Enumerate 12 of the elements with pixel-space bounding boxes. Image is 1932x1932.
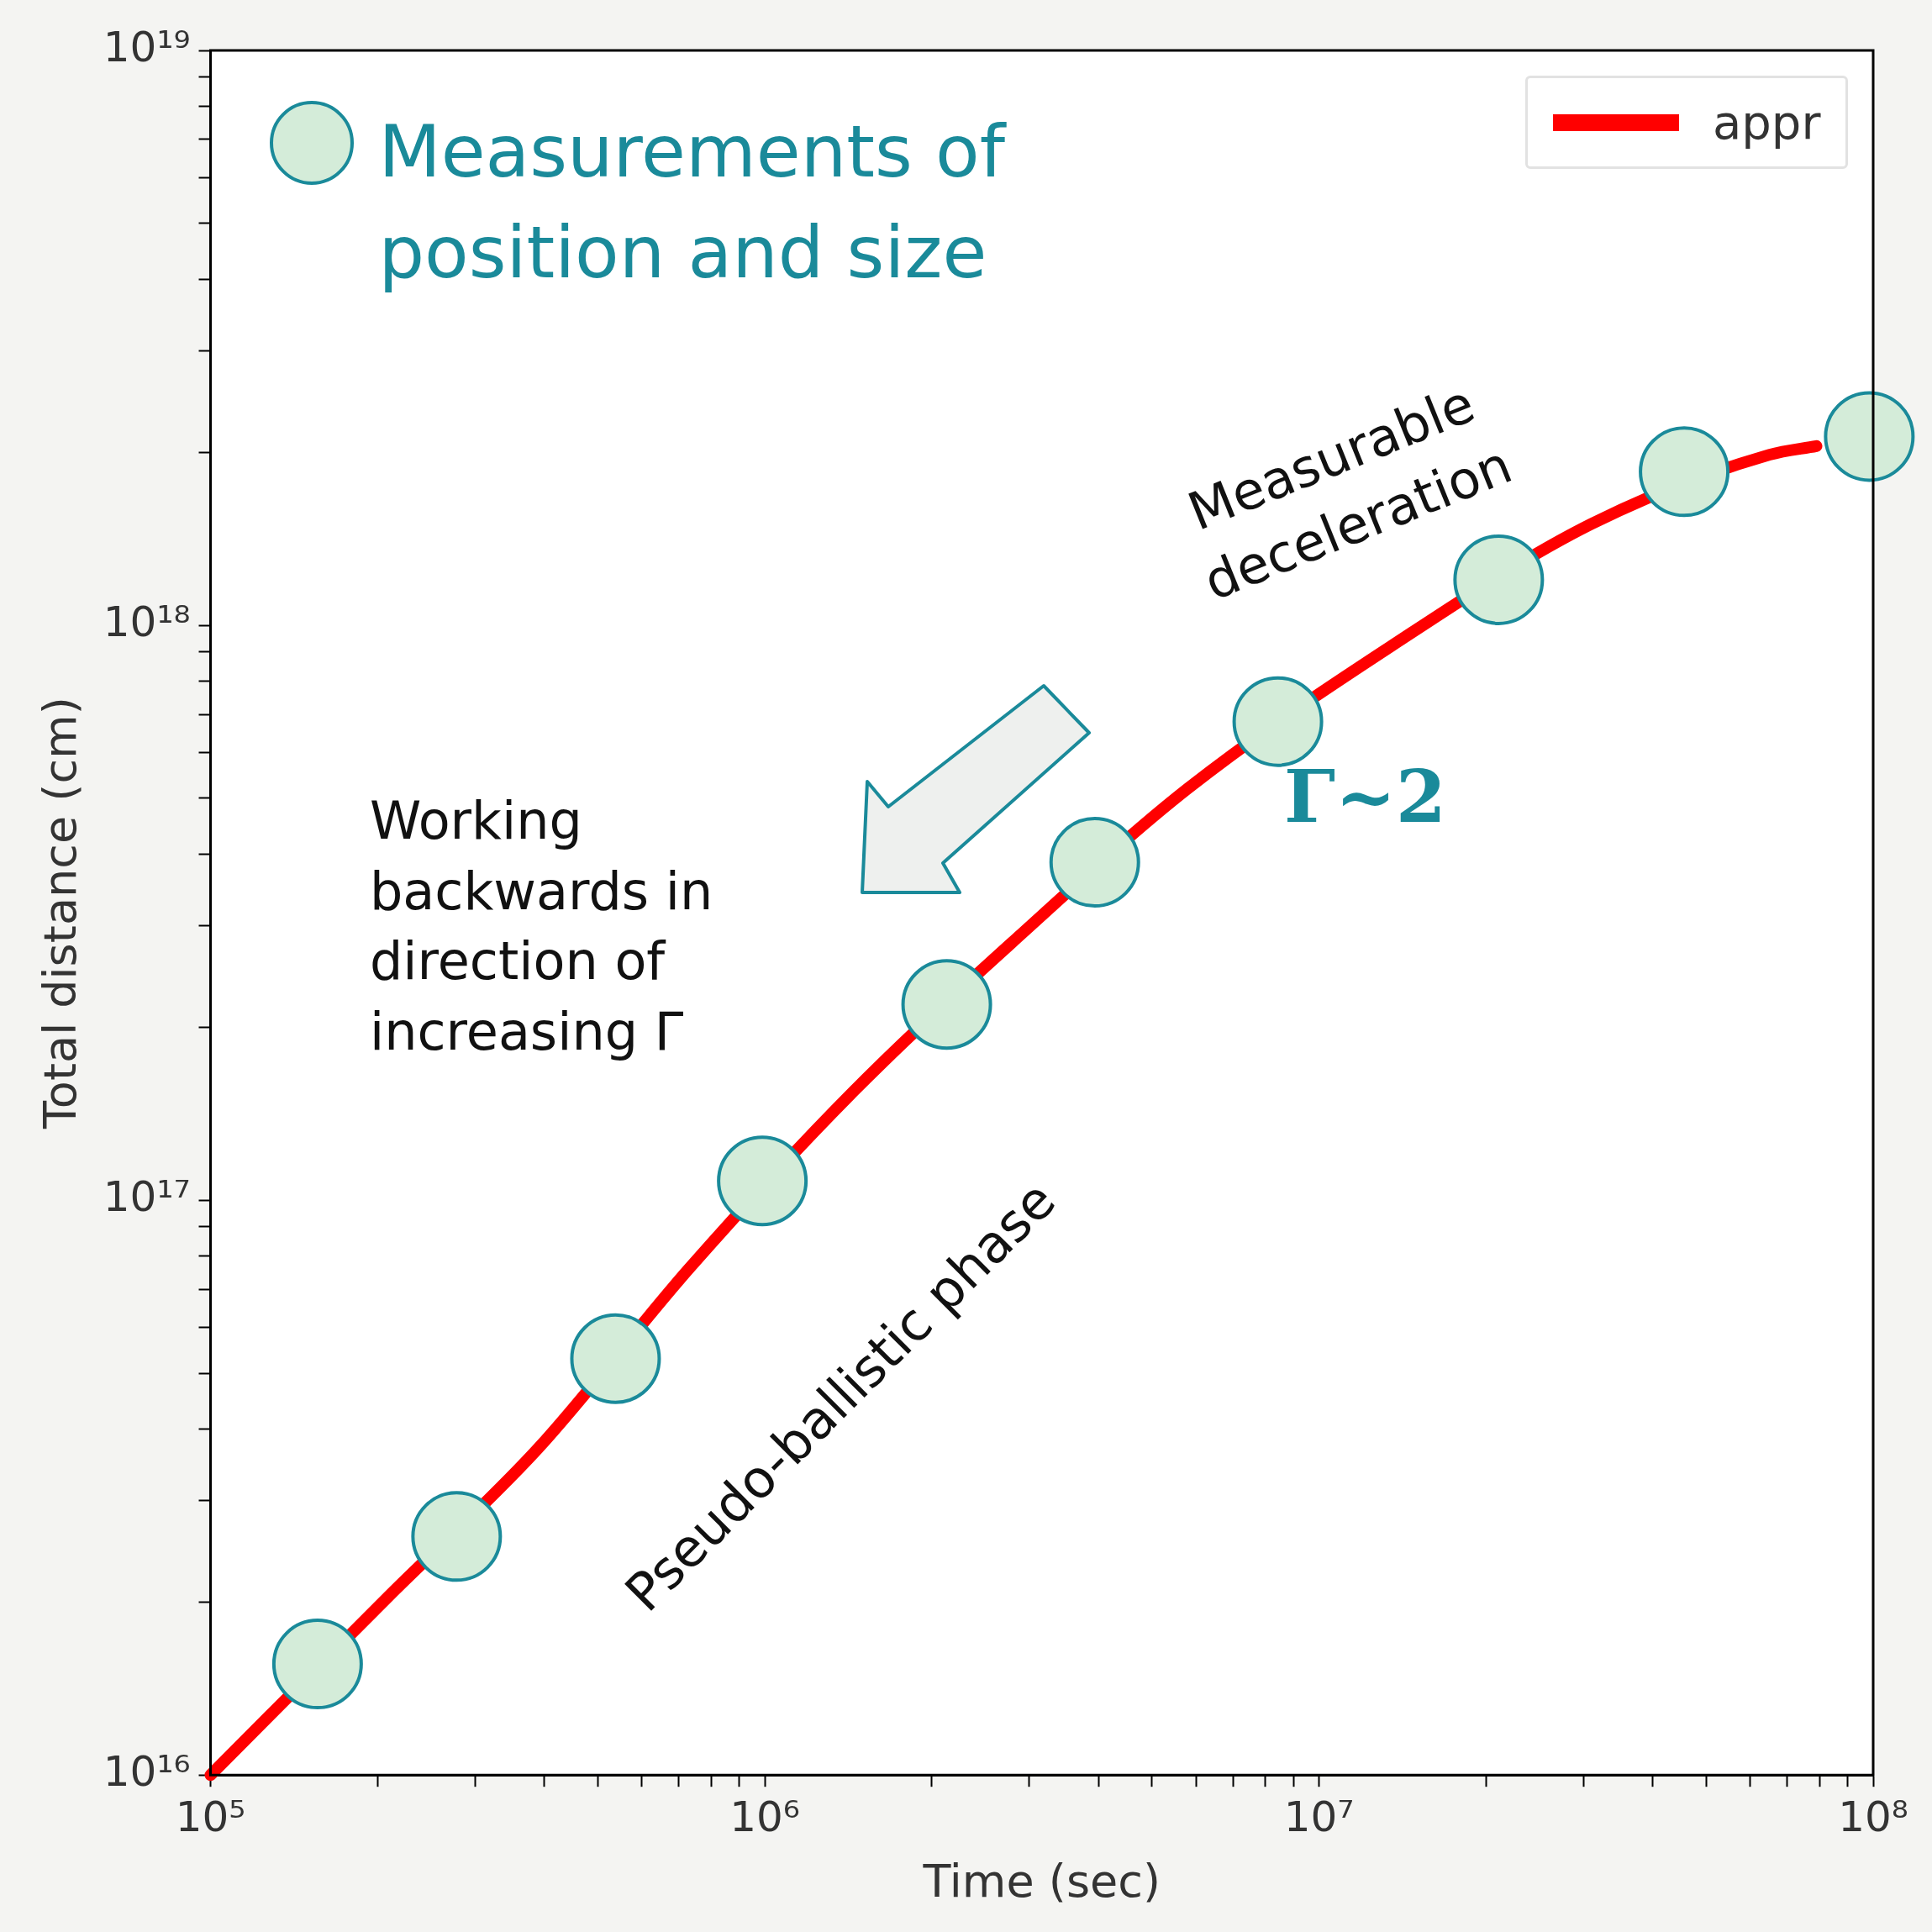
x-tick-label: 10⁸ [1838,1792,1908,1842]
legend-label: Measurements of position and size [378,108,1008,296]
x-tick-label: 10⁷ [1283,1792,1355,1842]
y-tick-label: 10¹⁸ [103,597,191,647]
legend-label: appr [1713,95,1821,150]
y-tick-label: 10¹⁹ [103,22,191,71]
x-axis-title: Time (sec) [922,1854,1161,1908]
y-axis-title: Total distance (cm) [34,697,87,1129]
x-tick-label: 10⁶ [729,1792,800,1842]
annotation: Working backwards in direction of increasing Γ [370,789,714,1065]
y-tick-label: 10¹⁷ [103,1172,191,1222]
annotation: Γ~2 [1284,753,1447,840]
